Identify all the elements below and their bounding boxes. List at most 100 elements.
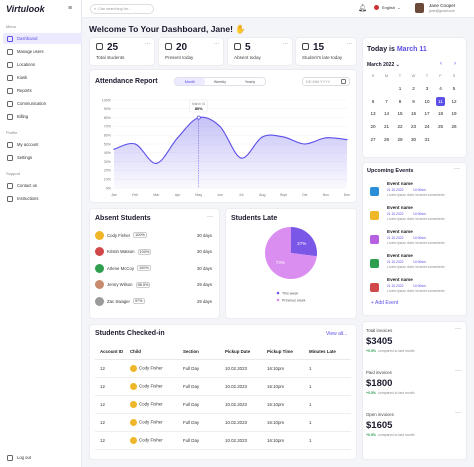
sidebar-item-communication[interactable]: Communication	[3, 98, 82, 109]
calendar-day[interactable]: 28	[383, 136, 390, 142]
sidebar-item-instructions[interactable]: Instructions	[3, 193, 82, 204]
calendar-day[interactable]: 9	[412, 98, 415, 104]
gear-icon	[7, 154, 13, 161]
sidebar-item-my-account[interactable]: My account	[3, 139, 82, 150]
calendar-day[interactable]: 25	[437, 124, 444, 130]
calendar-day[interactable]: 5	[452, 86, 456, 91]
sidebar-item-billing[interactable]: Billing	[3, 111, 82, 122]
cell-text: 12	[100, 401, 105, 407]
y-tick-label: 90%	[104, 107, 112, 111]
more-icon[interactable]: ···	[347, 41, 352, 47]
avatar[interactable]	[415, 3, 424, 13]
sidebar-item-kiosk[interactable]: Kiosk	[3, 72, 82, 83]
calendar-day[interactable]: 21	[383, 124, 390, 130]
sidebar-item-contact-us[interactable]: Contact us	[3, 180, 82, 191]
tab-month[interactable]: Month	[175, 78, 205, 85]
weekday-label: M	[384, 73, 389, 78]
more-icon[interactable]: ···	[454, 166, 460, 172]
calendar-day[interactable]: 11	[436, 96, 445, 106]
event-description: Lorem ipsum dolor sit amet consectetur	[387, 241, 445, 245]
sidebar-item-settings[interactable]: Settings	[3, 152, 82, 163]
calendar-day[interactable]: 17	[424, 111, 430, 117]
menu-toggle-icon[interactable]: ≡	[68, 5, 73, 12]
event-item[interactable]: Event name 21.10.2022 10:00am Lorem ipsum d…	[367, 253, 464, 275]
tab-yearly[interactable]: Yearly	[244, 79, 256, 84]
search-input[interactable]: ⌕ Can searching for...	[90, 4, 154, 14]
calendar-day[interactable]: 7	[385, 98, 388, 104]
calendar-day[interactable]: 31	[424, 136, 430, 142]
sidebar-item-manage-users[interactable]: Manage users	[3, 46, 82, 57]
calendar-month[interactable]: March 2022 ⌄	[367, 62, 400, 68]
more-icon[interactable]: ···	[214, 41, 219, 47]
x-tick-label: Jun	[217, 193, 223, 197]
event-item[interactable]: Event name 21.10.2022 10:00am Lorem ipsum d…	[367, 229, 464, 251]
date-input[interactable]: DD.MM.YYYY	[302, 77, 350, 86]
event-description: Lorem ipsum dolor sit amet consectetur	[387, 289, 445, 293]
calendar-day[interactable]: 12	[451, 98, 457, 104]
view-all-link[interactable]: View all...	[326, 331, 348, 337]
calendar-day[interactable]: 4	[439, 86, 442, 91]
cell-account-id: 12	[95, 413, 130, 432]
more-icon[interactable]: ···	[145, 41, 150, 47]
cell-text: 16:10pm	[267, 401, 285, 407]
calendar-day[interactable]: 18	[437, 111, 444, 117]
cell-account-id: 12	[95, 431, 130, 450]
avatar	[95, 247, 104, 256]
sidebar-item-locations[interactable]: Locations	[3, 59, 82, 70]
calendar-day[interactable]: 22	[397, 124, 403, 130]
student-name: Kristin Watson	[107, 249, 135, 254]
logout-button[interactable]: Log out	[3, 452, 82, 463]
billing-icon	[7, 113, 13, 120]
calendar-day[interactable]: 30	[410, 136, 417, 142]
calendar-icon[interactable]	[341, 79, 346, 84]
add-event-button[interactable]: + Add Event	[371, 300, 398, 306]
table-row: 12 Cody Fisher Full Day 10.02.2023 16:10pm 1	[95, 431, 351, 450]
location-icon	[7, 61, 13, 68]
calendar-day[interactable]: 1	[398, 86, 402, 91]
calendar-day[interactable]: 6	[371, 98, 375, 104]
event-item[interactable]: Event name 21.10.2022 10:00am Lorem ipsum d…	[367, 277, 464, 299]
more-icon[interactable]: ···	[455, 326, 461, 332]
tab-weekly[interactable]: Weekly	[213, 79, 227, 84]
avatar	[130, 364, 137, 372]
next-month-icon[interactable]: ›	[454, 61, 456, 67]
calendar-day[interactable]: 23	[410, 124, 417, 130]
event-item[interactable]: Event name 21.10.2022 10:00am Lorem ipsum d…	[367, 205, 464, 227]
language-select[interactable]: English ⌄	[374, 5, 400, 10]
calendar-day[interactable]: 19	[451, 111, 457, 117]
event-item[interactable]: Event name 21.10.2022 10:00am Lorem ipsum d…	[367, 181, 464, 203]
calendar-day[interactable]: 15	[397, 111, 403, 117]
sidebar-item-reports[interactable]: Reports	[3, 85, 82, 96]
calendar-day[interactable]: 26	[451, 124, 457, 130]
more-icon[interactable]: ···	[455, 368, 461, 374]
calendar-day[interactable]: 16	[410, 111, 417, 117]
calendar-day[interactable]: 27	[370, 136, 376, 142]
today-prefix: Today is	[367, 46, 395, 53]
stat-label: Total students	[96, 55, 125, 60]
list-item: Jenny Wilson 98.5% 29 days	[95, 280, 215, 290]
invoice-amount: $1605	[366, 420, 393, 431]
calendar-day[interactable]: 2	[412, 86, 415, 91]
cell-minutes-late: 1	[309, 413, 351, 432]
calendar-day[interactable]: 24	[424, 124, 430, 130]
language-label: English	[382, 5, 396, 10]
calendar-day[interactable]: 14	[383, 111, 390, 117]
more-icon[interactable]: ···	[207, 214, 213, 220]
calendar-day[interactable]: 3	[425, 86, 429, 91]
calendar-day[interactable]: 13	[370, 111, 376, 117]
more-icon[interactable]: ···	[283, 41, 288, 47]
sidebar-item-dashboard[interactable]: Dashboard	[3, 33, 82, 44]
bell-icon[interactable]: 🔔︎	[358, 5, 367, 12]
cell-text: Cody Fisher	[139, 401, 163, 407]
cell-minutes-late: 1	[309, 395, 351, 414]
pie-label: 73%	[276, 260, 285, 265]
calendar-day[interactable]: 10	[424, 98, 430, 104]
calendar-day[interactable]: 29	[397, 136, 403, 142]
more-icon[interactable]: ···	[455, 410, 461, 416]
calendar-month-label: March 2022	[367, 62, 395, 68]
avatar	[95, 280, 104, 289]
calendar-day[interactable]: 20	[370, 124, 376, 130]
prev-month-icon[interactable]: ‹	[440, 61, 442, 67]
calendar-day[interactable]: 8	[398, 98, 402, 104]
attendance-title: Attendance Report	[95, 78, 158, 85]
